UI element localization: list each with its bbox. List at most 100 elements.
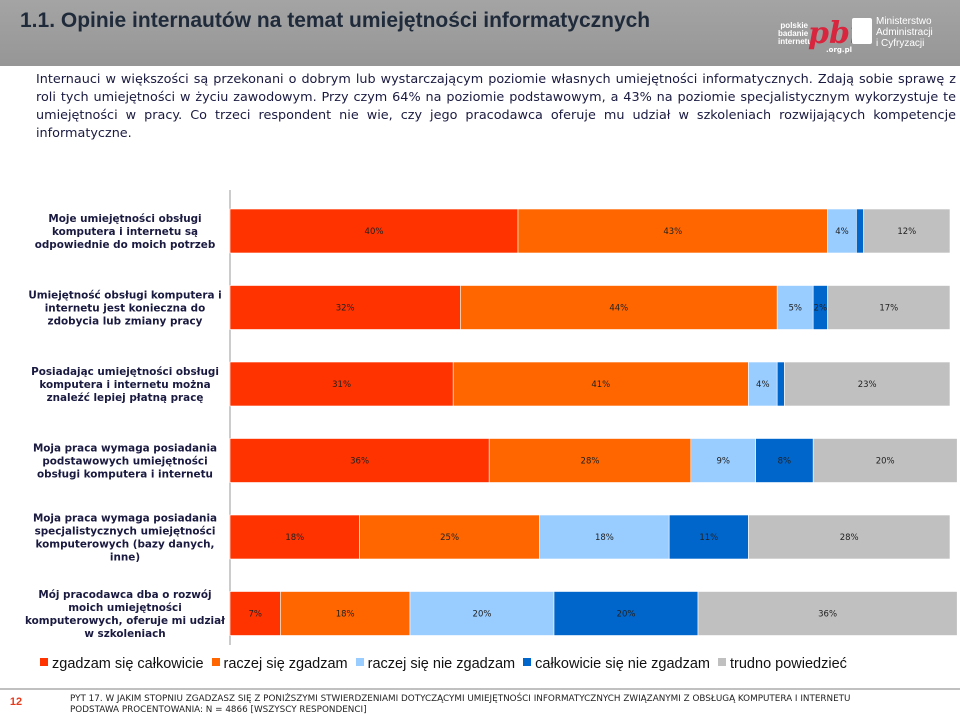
pbi-logo-domain: .org.pl bbox=[826, 46, 853, 54]
page-number: 12 bbox=[9, 696, 23, 708]
category-label-line: inne) bbox=[110, 552, 140, 564]
stacked-bar-chart: Moje umiejętności obsługi komputera i int… bbox=[25, 190, 958, 645]
bar-segment bbox=[784, 361, 951, 407]
page-title: 1.1. Opinie internautów na temat umiejęt… bbox=[20, 9, 651, 32]
eagle-emblem-icon bbox=[852, 18, 872, 44]
data-label: 11% bbox=[699, 533, 718, 543]
data-label: 41% bbox=[591, 380, 610, 390]
bar-segment bbox=[229, 285, 461, 330]
bar-segment bbox=[776, 361, 785, 407]
bar-segment bbox=[856, 208, 864, 254]
ministry-logo: Ministerstwo Administracji i Cyfryzacji bbox=[852, 16, 958, 52]
legend-label: trudno powiedzieć bbox=[730, 656, 847, 672]
data-label: 4% bbox=[835, 227, 849, 237]
bar-segment bbox=[229, 361, 454, 407]
legend-swatch bbox=[211, 658, 220, 666]
legend-item: całkowicie się nie zgadzam bbox=[523, 656, 710, 672]
legend-label: zgadzam się całkowicie bbox=[52, 656, 204, 672]
data-label: 20% bbox=[473, 610, 492, 620]
category-label-line: moich umiejętności bbox=[68, 602, 182, 614]
category-label-line: znaleźć lepiej płatną pracę bbox=[47, 392, 204, 404]
bar-segment bbox=[460, 285, 778, 330]
data-label: 28% bbox=[840, 533, 859, 543]
category-label-line: zdobycia lub zmiany pracy bbox=[48, 316, 203, 328]
data-label: 20% bbox=[617, 610, 636, 620]
category-label-line: odpowiednie do moich potrzeb bbox=[35, 239, 216, 251]
footer-divider bbox=[0, 688, 960, 690]
data-label: 36% bbox=[818, 610, 837, 620]
data-label: 44% bbox=[609, 304, 628, 314]
bar-segment bbox=[517, 208, 828, 254]
bar-segment bbox=[690, 438, 756, 483]
bar-segment bbox=[863, 208, 951, 254]
bar-segment bbox=[748, 514, 951, 560]
bar-segment bbox=[755, 438, 814, 483]
category-label-line: Posiadając umiejętności obsługi bbox=[31, 366, 219, 378]
bar-segment bbox=[409, 591, 555, 636]
bar-segment bbox=[539, 514, 670, 560]
data-label: 2% bbox=[814, 304, 828, 314]
category-label-line: podstawowych umiejętności bbox=[42, 456, 207, 468]
data-label: 9% bbox=[716, 457, 730, 467]
category-label: Umiejętność obsługi komputera i internetu… bbox=[28, 290, 221, 328]
category-label: Posiadając umiejętności obsługi komputera… bbox=[31, 366, 219, 404]
category-label-line: komputerowych, oferuje mi udział bbox=[25, 615, 226, 627]
category-label-line: Moje umiejętności obsługi bbox=[48, 213, 201, 225]
data-label: 18% bbox=[285, 533, 304, 543]
pbi-logo: polskie badanie internetu pbi .org.pl bbox=[778, 16, 861, 56]
data-label: 23% bbox=[858, 380, 877, 390]
bar-segment bbox=[229, 208, 519, 254]
intro-paragraph: Internauci w większości są przekonani o … bbox=[36, 72, 956, 141]
legend-swatch bbox=[718, 658, 727, 666]
category-label-line: Moja praca wymaga posiadania bbox=[33, 513, 217, 525]
data-label: 25% bbox=[440, 533, 459, 543]
data-label: 20% bbox=[876, 457, 895, 467]
category-label-line: Moja praca wymaga posiadania bbox=[33, 443, 217, 455]
category-label: Mój pracodawca dba o rozwój moich umiejęt… bbox=[25, 589, 226, 640]
legend-item: raczej się nie zgadzam bbox=[355, 656, 516, 672]
bar-segment bbox=[697, 591, 958, 636]
bar-segment bbox=[229, 591, 281, 636]
legend-label: raczej się nie zgadzam bbox=[367, 656, 516, 672]
legend-item: trudno powiedzieć bbox=[718, 656, 847, 672]
data-label: 18% bbox=[336, 610, 355, 620]
bar-segment bbox=[668, 514, 749, 560]
footnote-question: PYT 17. W JAKIM STOPNIU ZGADZASZ SIĘ Z P… bbox=[70, 694, 851, 704]
legend-item: raczej się zgadzam bbox=[211, 656, 348, 672]
legend-label: raczej się zgadzam bbox=[223, 656, 348, 672]
category-label-line: komputera i internetu są bbox=[52, 226, 198, 238]
category-label: Moje umiejętności obsługi komputera i int… bbox=[35, 213, 216, 251]
legend-item: zgadzam się całkowicie bbox=[40, 656, 204, 672]
data-label: 12% bbox=[897, 227, 916, 237]
legend-swatch bbox=[523, 658, 532, 666]
data-label: 40% bbox=[365, 227, 384, 237]
header-bar: 1.1. Opinie internautów na temat umiejęt… bbox=[0, 0, 960, 66]
data-label: 4% bbox=[756, 380, 770, 390]
category-label-line: komputerowych (bazy danych, bbox=[35, 539, 214, 551]
category-label-line: Umiejętność obsługi komputera i bbox=[28, 290, 221, 302]
data-label: 8% bbox=[778, 457, 792, 467]
category-label-line: obsługi komputera i internetu bbox=[37, 469, 213, 481]
legend-swatch bbox=[40, 658, 48, 666]
data-label: 17% bbox=[879, 304, 898, 314]
data-label: 43% bbox=[663, 227, 682, 237]
pbi-logo-text: polskie badanie internetu bbox=[778, 21, 813, 46]
footnote-base: PODSTAWA PROCENTOWANIA: N = 4866 [WSZYSC… bbox=[70, 705, 367, 715]
bar-segment bbox=[776, 285, 814, 330]
bar-segment bbox=[812, 438, 958, 483]
data-label: 7% bbox=[248, 610, 262, 620]
data-label: 32% bbox=[336, 304, 355, 314]
bar-segment bbox=[229, 514, 360, 560]
footnote: PYT 17. W JAKIM STOPNIU ZGADZASZ SIĘ Z P… bbox=[70, 694, 851, 716]
data-label: 31% bbox=[332, 380, 351, 390]
bar-segment bbox=[452, 361, 749, 407]
bar-segment bbox=[827, 285, 951, 330]
legend-swatch bbox=[355, 658, 364, 666]
bar-segment bbox=[280, 591, 411, 636]
bar-segment bbox=[229, 438, 490, 483]
category-label: Moja praca wymaga posiadania specjalistyc… bbox=[33, 513, 217, 564]
bar-segment bbox=[827, 208, 857, 254]
category-label-line: komputera i internetu można bbox=[39, 379, 210, 391]
data-label: 18% bbox=[595, 533, 614, 543]
category-label-line: internetu jest konieczna do bbox=[45, 303, 206, 315]
